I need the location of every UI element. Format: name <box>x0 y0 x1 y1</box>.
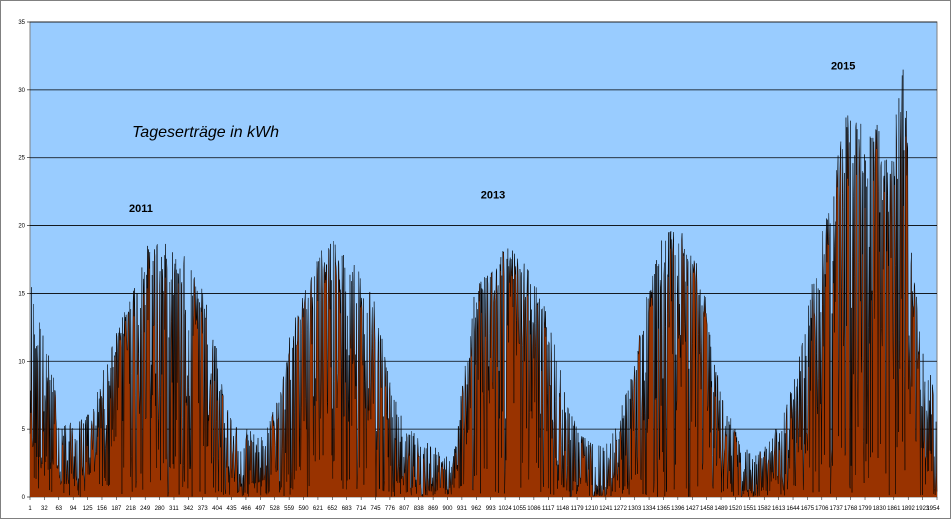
x-axis: 1 32 63 94 125 156 187 218 249 280 311 342 373 404 435… <box>28 497 940 512</box>
x-tick-label: 156 <box>97 506 108 512</box>
x-tick-label: 1024 <box>498 506 512 512</box>
x-tick-label: 1334 <box>642 506 656 512</box>
x-tick-label: 1148 <box>556 506 570 512</box>
x-tick-label: 900 <box>443 506 454 512</box>
x-tick-label: 1055 <box>513 506 527 512</box>
x-tick-label: 249 <box>140 506 151 512</box>
x-tick-label: 1241 <box>599 506 613 512</box>
x-tick-label: 342 <box>183 506 194 512</box>
x-tick-label: 1086 <box>527 506 541 512</box>
x-tick-label: 1830 <box>873 506 887 512</box>
x-tick-label: 1892 <box>902 506 916 512</box>
x-tick-label: 1644 <box>786 506 800 512</box>
x-tick-label: 373 <box>198 506 209 512</box>
chart-title: Tageserträge in kWh <box>132 124 279 141</box>
x-tick-label: 1613 <box>772 506 786 512</box>
x-tick-label: 187 <box>111 506 122 512</box>
x-tick-label: 435 <box>227 506 238 512</box>
y-tick-label: 0 <box>22 495 26 501</box>
y-tick-label: 35 <box>18 20 25 26</box>
annotation-year-2013: 2013 <box>481 189 505 201</box>
x-tick-label: 1210 <box>585 506 599 512</box>
x-tick-label: 1179 <box>571 506 585 512</box>
x-tick-label: 94 <box>70 506 77 512</box>
x-tick-label: 993 <box>486 506 497 512</box>
x-tick-label: 652 <box>327 506 338 512</box>
series-area-fill <box>30 69 937 498</box>
x-tick-label: 683 <box>342 506 353 512</box>
x-tick-label: 280 <box>155 506 166 512</box>
x-tick-label: 869 <box>428 506 439 512</box>
x-tick-label: 1396 <box>671 506 685 512</box>
x-tick-label: 1272 <box>614 506 628 512</box>
x-tick-label: 621 <box>313 506 324 512</box>
x-tick-label: 1768 <box>844 506 858 512</box>
y-tick-label: 25 <box>18 156 25 162</box>
x-tick-label: 1582 <box>758 506 772 512</box>
x-tick-label: 559 <box>284 506 295 512</box>
y-tick-label: 30 <box>18 88 25 94</box>
y-tick-label: 20 <box>18 224 25 230</box>
y-tick-label: 10 <box>18 359 25 365</box>
x-tick-label: 1427 <box>686 506 700 512</box>
x-tick-label: 32 <box>41 506 48 512</box>
x-tick-label: 466 <box>241 506 252 512</box>
x-tick-label: 1303 <box>628 506 642 512</box>
x-tick-label: 1675 <box>801 506 815 512</box>
x-tick-label: 528 <box>270 506 281 512</box>
x-tick-label: 1706 <box>815 506 829 512</box>
x-tick-label: 218 <box>126 506 137 512</box>
x-tick-label: 590 <box>299 506 310 512</box>
x-tick-label: 1737 <box>830 506 844 512</box>
x-tick-label: 1365 <box>657 506 671 512</box>
x-tick-label: 1954 <box>926 506 940 512</box>
year-annotations: 2011 2013 2015 <box>129 61 855 216</box>
y-axis: 0 5 10 15 20 25 30 35 <box>18 20 30 501</box>
series-line <box>29 69 938 498</box>
annotation-year-2011: 2011 <box>129 203 153 215</box>
x-tick-label: 745 <box>371 506 382 512</box>
x-tick-label: 1520 <box>729 506 743 512</box>
x-tick-label: 1799 <box>858 506 872 512</box>
x-tick-label: 311 <box>169 506 179 512</box>
x-tick-label: 1117 <box>542 506 555 512</box>
x-tick-label: 838 <box>414 506 425 512</box>
x-tick-label: 1861 <box>887 506 901 512</box>
x-tick-label: 1551 <box>743 506 757 512</box>
x-tick-label: 807 <box>399 506 410 512</box>
x-tick-label: 1923 <box>916 506 930 512</box>
y-tick-label: 5 <box>22 427 26 433</box>
x-tick-label: 1489 <box>714 506 728 512</box>
x-tick-label: 962 <box>471 506 482 512</box>
annotation-year-2015: 2015 <box>831 61 855 73</box>
y-tick-label: 15 <box>18 291 25 297</box>
x-tick-label: 404 <box>212 506 223 512</box>
x-tick-label: 931 <box>457 506 468 512</box>
x-tick-label: 1458 <box>700 506 714 512</box>
x-tick-label: 497 <box>255 506 266 512</box>
x-tick-label: 125 <box>83 506 94 512</box>
x-tick-label: 1 <box>28 506 32 512</box>
x-tick-label: 776 <box>385 506 396 512</box>
x-tick-label: 714 <box>356 506 367 512</box>
x-tick-label: 63 <box>55 506 62 512</box>
series-daily-yield <box>29 69 938 498</box>
